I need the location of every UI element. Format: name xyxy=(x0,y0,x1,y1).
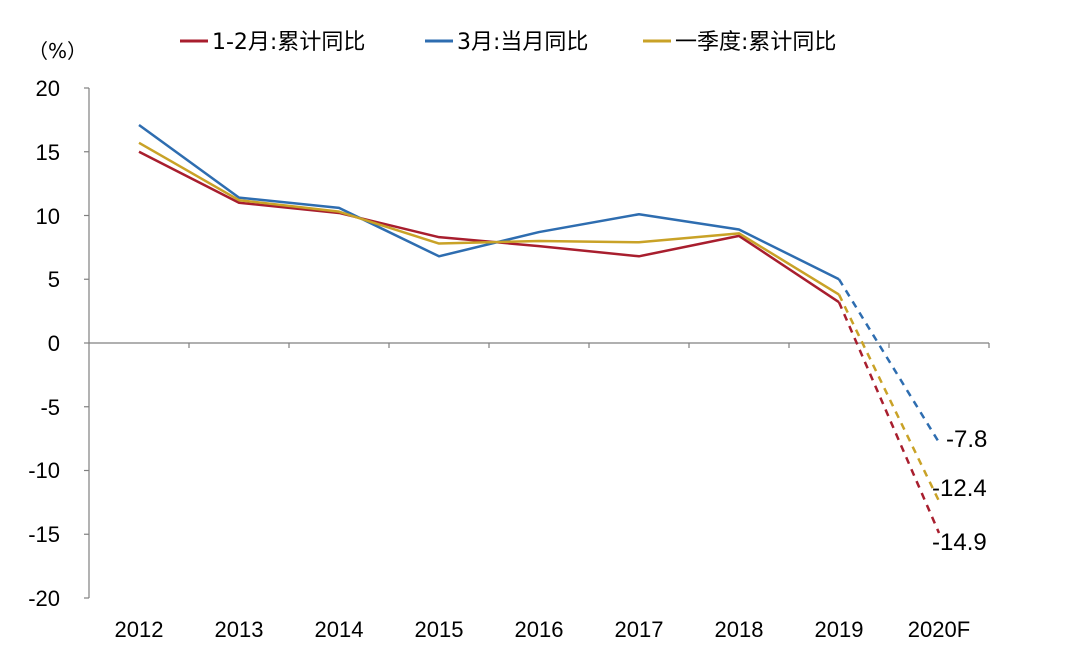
x-tick-labels: 2012 2013 2014 2015 2016 2017 2018 2019 … xyxy=(115,617,971,642)
y-tick-label: 5 xyxy=(48,267,60,292)
x-tick-label: 2016 xyxy=(515,617,564,642)
axes xyxy=(84,87,990,599)
legend-label-march: 3月:当月同比 xyxy=(457,30,588,55)
data-label-q1-2020f: -12.4 xyxy=(932,475,987,502)
series-line-march xyxy=(138,123,840,281)
x-tick-label: 2013 xyxy=(215,617,264,642)
x-tick-label: 2020F xyxy=(908,617,970,642)
y-axis-ticks xyxy=(84,87,89,599)
x-tick-label: 2017 xyxy=(615,617,664,642)
legend: 1-2月:累计同比 3月:当月同比 一季度:累计同比 xyxy=(180,30,836,55)
y-tick-label: -5 xyxy=(40,395,60,420)
legend-label-q1: 一季度:累计同比 xyxy=(675,30,836,55)
series-forecast-q1 xyxy=(837,294,941,502)
series-march xyxy=(138,123,941,444)
x-tick-label: 2015 xyxy=(415,617,464,642)
series-line-1-2-month xyxy=(138,150,840,304)
series-forecast-march xyxy=(837,278,941,444)
x-axis-ticks xyxy=(188,343,990,348)
y-tick-label: 0 xyxy=(48,331,60,356)
series-1-2-month xyxy=(138,150,941,534)
y-tick-labels: 20 15 10 5 0 -5 -10 -15 -20 xyxy=(28,76,60,611)
series-forecast-1-2-month xyxy=(837,301,941,534)
y-tick-label: 15 xyxy=(36,140,60,165)
series-q1 xyxy=(138,141,941,502)
series-line-q1 xyxy=(138,141,840,296)
data-label-1-2-month-2020f: -14.9 xyxy=(932,529,987,556)
x-tick-label: 2019 xyxy=(815,617,864,642)
y-axis-unit-label: （%） xyxy=(28,39,87,63)
y-tick-label: 20 xyxy=(36,76,60,101)
legend-label-1-2-month: 1-2月:累计同比 xyxy=(212,30,365,55)
y-tick-label: -10 xyxy=(28,458,60,483)
y-tick-label: 10 xyxy=(36,204,60,229)
x-tick-label: 2018 xyxy=(715,617,764,642)
data-label-march-2020f: -7.8 xyxy=(946,426,987,453)
y-tick-label: -20 xyxy=(28,586,60,611)
y-tick-label: -15 xyxy=(28,522,60,547)
x-tick-label: 2014 xyxy=(315,617,364,642)
x-tick-label: 2012 xyxy=(115,617,164,642)
